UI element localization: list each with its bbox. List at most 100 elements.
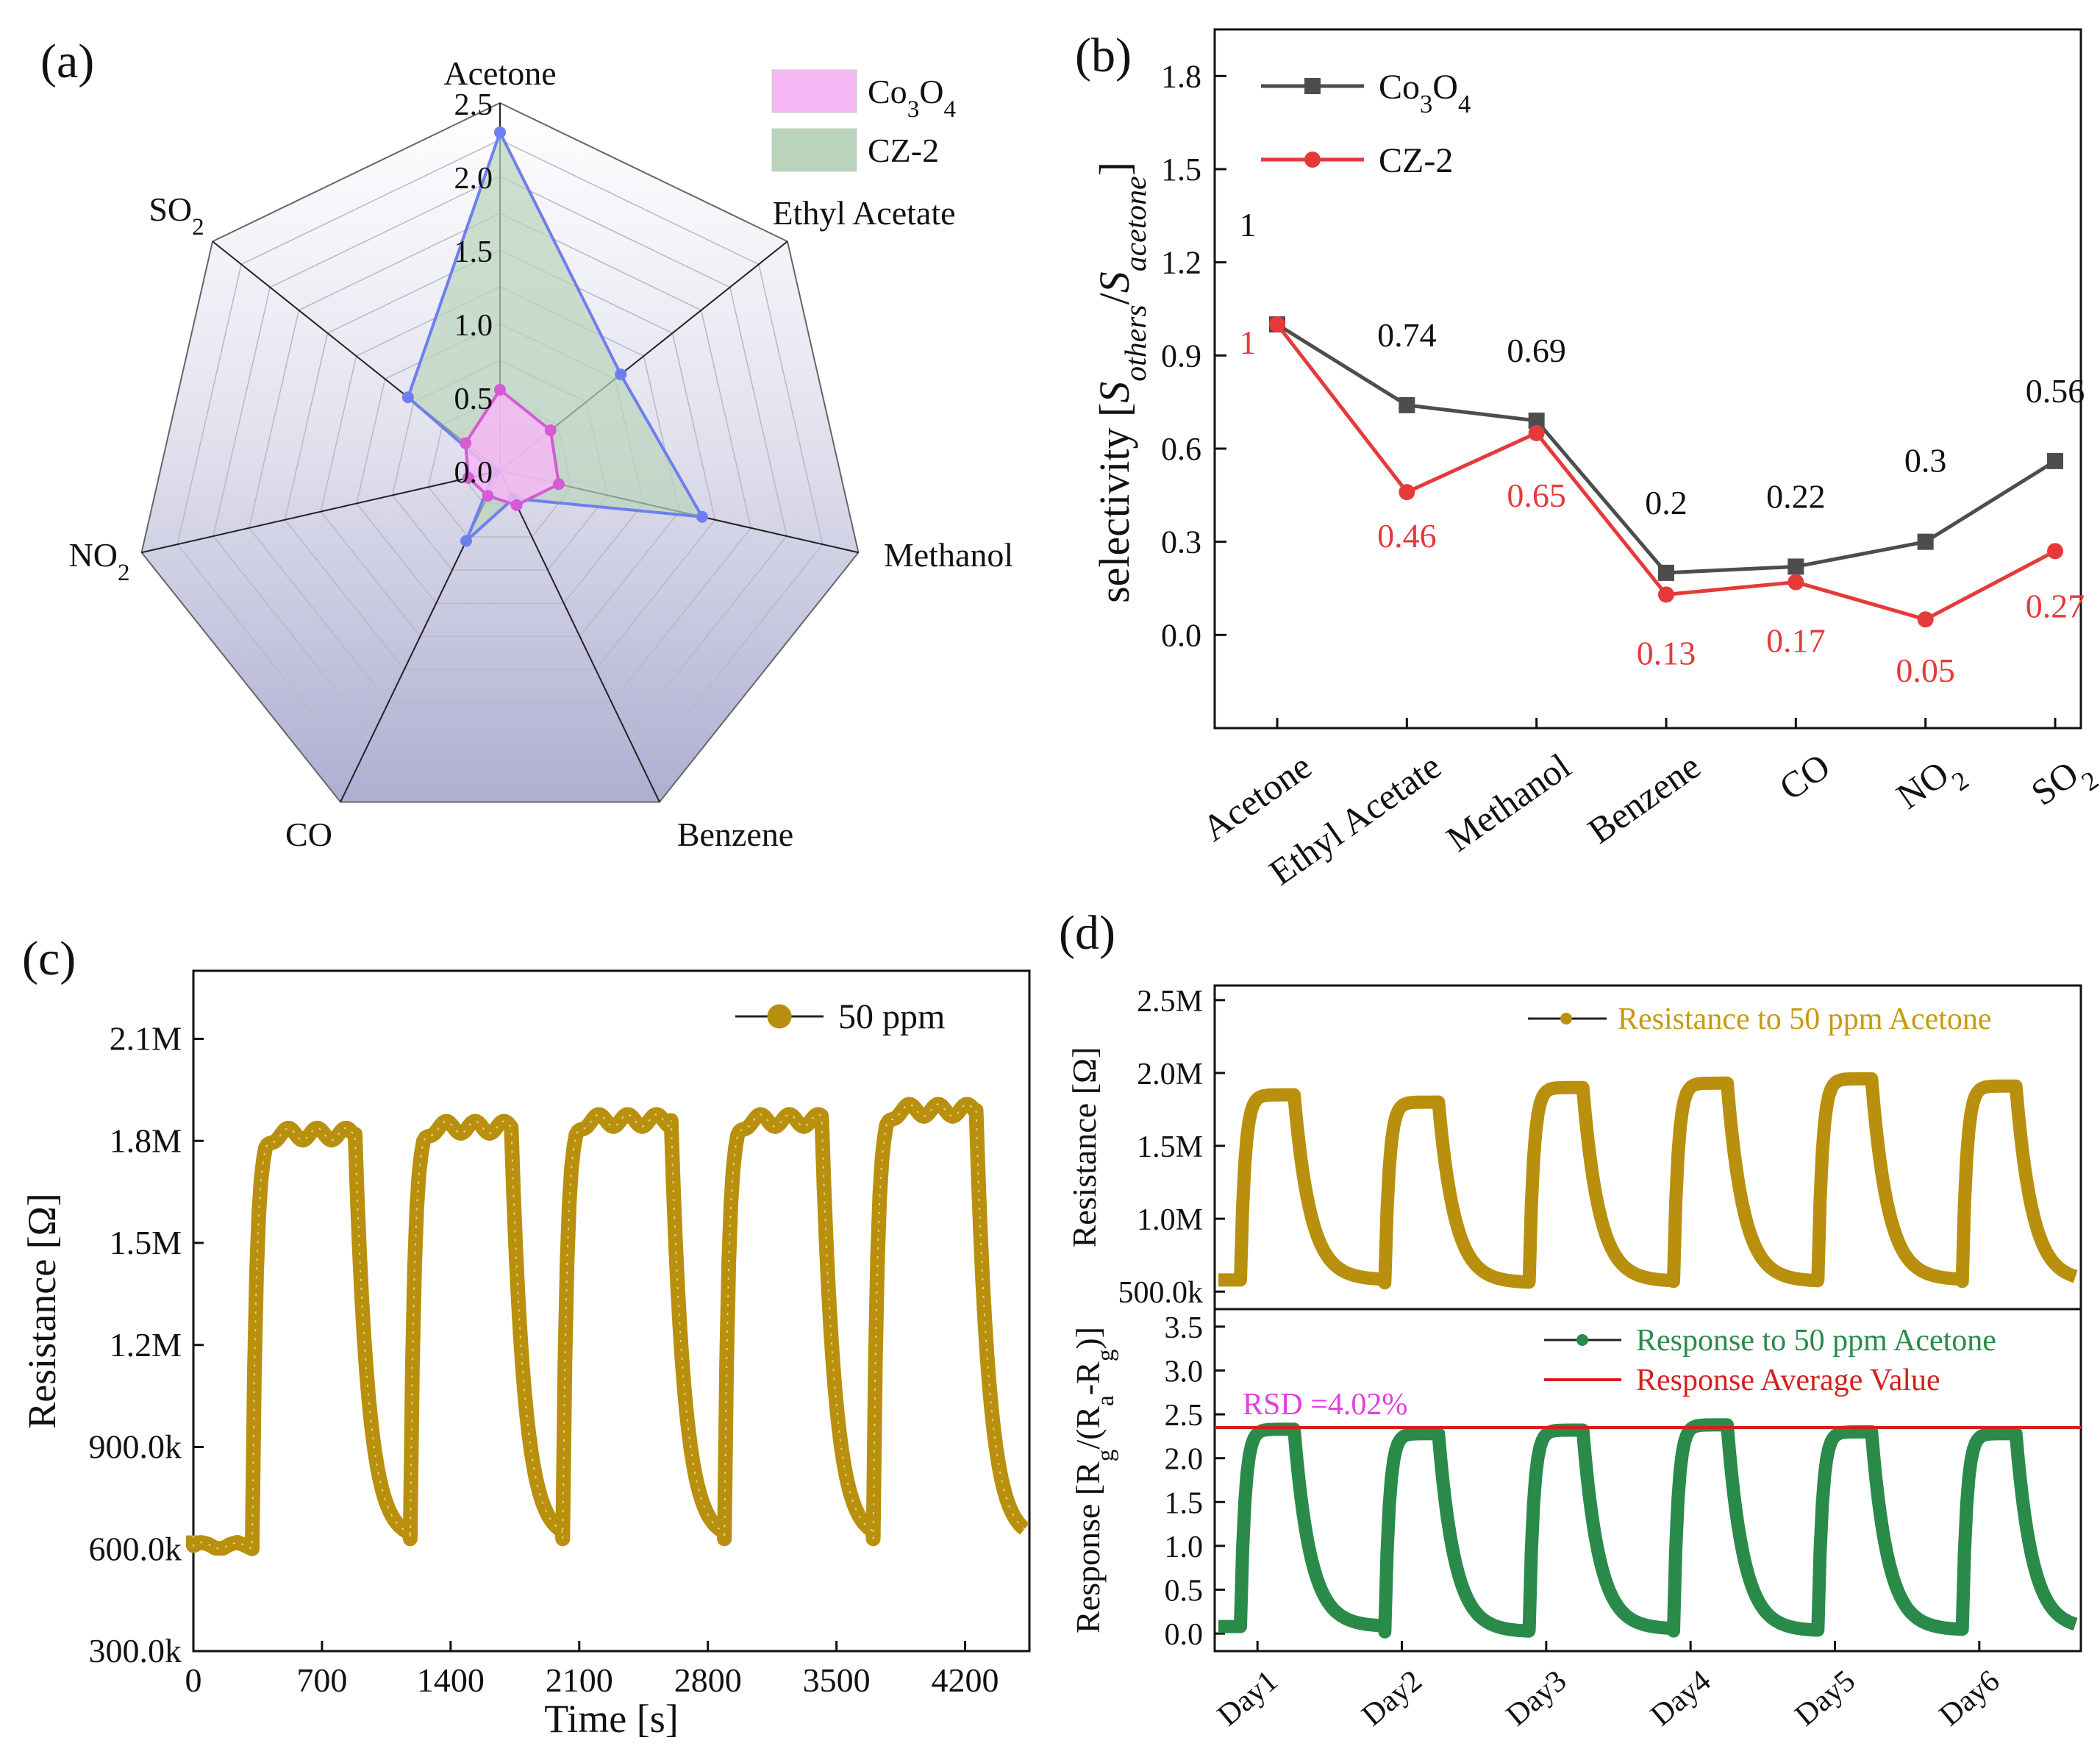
legend-label-co3o4: Co3O4	[1379, 68, 1471, 118]
y-tick-label: 600.0k	[89, 1530, 182, 1567]
x-category-label: Day6	[1933, 1664, 2006, 1733]
legend-marker-cz2	[1304, 152, 1321, 168]
radar-tick-label: 1.0	[454, 309, 493, 343]
subscript: 2	[118, 559, 130, 586]
x-category-label: CO	[1772, 745, 1838, 808]
x-category-label: Benzene	[1580, 745, 1707, 852]
text-part: SO	[2024, 752, 2085, 813]
radar-axis-label: Benzene	[677, 816, 793, 853]
y-tick-label: 1.2	[1161, 245, 1201, 281]
text-part: Response [R	[1069, 1461, 1107, 1633]
panel-label-c: (c)	[22, 932, 76, 986]
x-tick-label: 700	[296, 1661, 347, 1699]
legend-label-response: Response to 50 ppm Acetone	[1636, 1324, 1996, 1358]
text-part: CO	[1772, 745, 1838, 808]
radar-data-point	[494, 384, 506, 396]
legend-swatch-co3o4	[771, 69, 857, 113]
y-tick-label: 2.0M	[1137, 1058, 1203, 1091]
data-label: 0.74	[1377, 316, 1437, 354]
y-tick-label: 0.5	[1165, 1575, 1204, 1608]
radar-data-point	[460, 535, 473, 547]
data-point	[1917, 533, 1934, 550]
legend-label-resistance: Resistance to 50 ppm Acetone	[1618, 1002, 1992, 1036]
text-part: Ethyl Acetate	[772, 194, 955, 232]
subscript: 4	[1458, 90, 1471, 118]
y-tick-label: 0.6	[1161, 431, 1201, 467]
y-tick-label: 3.5	[1165, 1311, 1204, 1345]
radar-data-point	[494, 126, 506, 138]
radar-axis-label: CO	[285, 816, 332, 853]
y-tick-label: 1.0	[1165, 1530, 1204, 1564]
legend-label-co3o4: Co3O4	[868, 73, 956, 123]
panel-d-stability-chart: (d) 500.0k 1.0M 1.5M 2.0M 2.5M 0.0 0.5 1.0 1.5 2.…	[1059, 906, 2082, 1733]
x-tick-label: 1400	[417, 1661, 485, 1699]
radar-data-point	[615, 368, 627, 381]
text-part: Methanol	[1439, 745, 1578, 860]
data-point	[2047, 543, 2063, 560]
text-part: NO	[1889, 752, 1956, 816]
y-tick-label: 2.0	[1165, 1443, 1204, 1477]
subscript: 2	[192, 213, 204, 240]
resistance-trace	[1218, 1072, 2080, 1290]
plot-frame	[1213, 984, 2082, 1653]
response-trace	[1218, 1418, 2080, 1639]
data-label: 1	[1240, 206, 1257, 243]
data-label: 0.27	[2026, 587, 2085, 624]
resistance-trace-markers	[193, 1103, 1026, 1550]
radar-data-point	[482, 490, 494, 502]
y-tick-label: 1.5M	[1137, 1130, 1203, 1164]
text-part: O	[1432, 68, 1458, 107]
text-part: CO	[285, 816, 332, 853]
text-part: CZ-2	[1379, 141, 1453, 180]
radar-grid-ring	[320, 286, 680, 637]
subscript: a	[1092, 1395, 1119, 1406]
data-point	[1658, 564, 1674, 581]
radar-grid-ring	[284, 249, 716, 671]
y-tick-label: 0.3	[1161, 524, 1201, 560]
radar-grid-ring	[213, 176, 788, 737]
text-part: Benzene	[677, 816, 793, 853]
radar-series	[401, 126, 708, 547]
data-point	[1788, 558, 1804, 575]
x-tick-label: 2100	[546, 1661, 613, 1699]
x-category-label: Day4	[1644, 1664, 1717, 1733]
radar-data-point	[463, 471, 475, 484]
text-part: S	[1090, 382, 1138, 403]
y-tick-label: 1.0M	[1137, 1203, 1203, 1237]
data-point	[1399, 484, 1415, 501]
y-tick-label: 1.8M	[110, 1122, 182, 1159]
legend-marker-response	[1576, 1334, 1588, 1346]
x-category-label: Methanol	[1439, 745, 1578, 860]
legend-marker-resistance	[1560, 1013, 1572, 1024]
stability-plot: 500.0k 1.0M 1.5M 2.0M 2.5M 0.0 0.5 1.0 1.5 2.0 2.5…	[1065, 984, 2082, 1733]
y-axis-label-top: Resistance [Ω]	[1065, 1047, 1103, 1247]
plot-frame	[192, 969, 1031, 1653]
data-label: 0.13	[1637, 634, 1696, 671]
y-tick-label: 1.5M	[110, 1224, 182, 1261]
data-label: 0.65	[1507, 477, 1566, 514]
legend-marker	[767, 1004, 792, 1029]
radar-tick-label: 2.5	[454, 88, 493, 122]
resistance-trace	[186, 1097, 1030, 1557]
data-label: 1	[1240, 324, 1257, 361]
plot-frame	[1213, 28, 2082, 730]
x-category-label: NO2	[1889, 745, 1974, 827]
subscript: 3	[1420, 90, 1432, 118]
radar-data-point	[696, 510, 708, 523]
radar-tick-label: 2.0	[454, 162, 493, 196]
y-tick-label: 1.2M	[110, 1326, 182, 1364]
y-tick-label: 1.8	[1161, 58, 1201, 94]
legend-label-cz2: CZ-2	[1379, 141, 1453, 180]
radar-axis-label: SO2	[149, 190, 204, 240]
radar-tick-labels: 0.0 0.5 1.0 1.5 2.0 2.5	[454, 88, 493, 490]
legend-label-cz2: CZ-2	[868, 132, 939, 169]
text-part: -R	[1069, 1361, 1107, 1395]
panel-c-resistance-chart: (c) 0 700 1400 2100 2800 3500 4200 300.0k 600.0k…	[20, 932, 1031, 1741]
radar-data-point	[510, 499, 523, 511]
legend-label: 50 ppm	[838, 997, 945, 1036]
radar-axis-label: Methanol	[884, 536, 1013, 574]
y-tick-label: 1.5	[1165, 1486, 1204, 1520]
text-part: ]	[1090, 162, 1138, 176]
data-label: 0.22	[1766, 477, 1826, 515]
data-label: 0.3	[1904, 442, 1947, 480]
